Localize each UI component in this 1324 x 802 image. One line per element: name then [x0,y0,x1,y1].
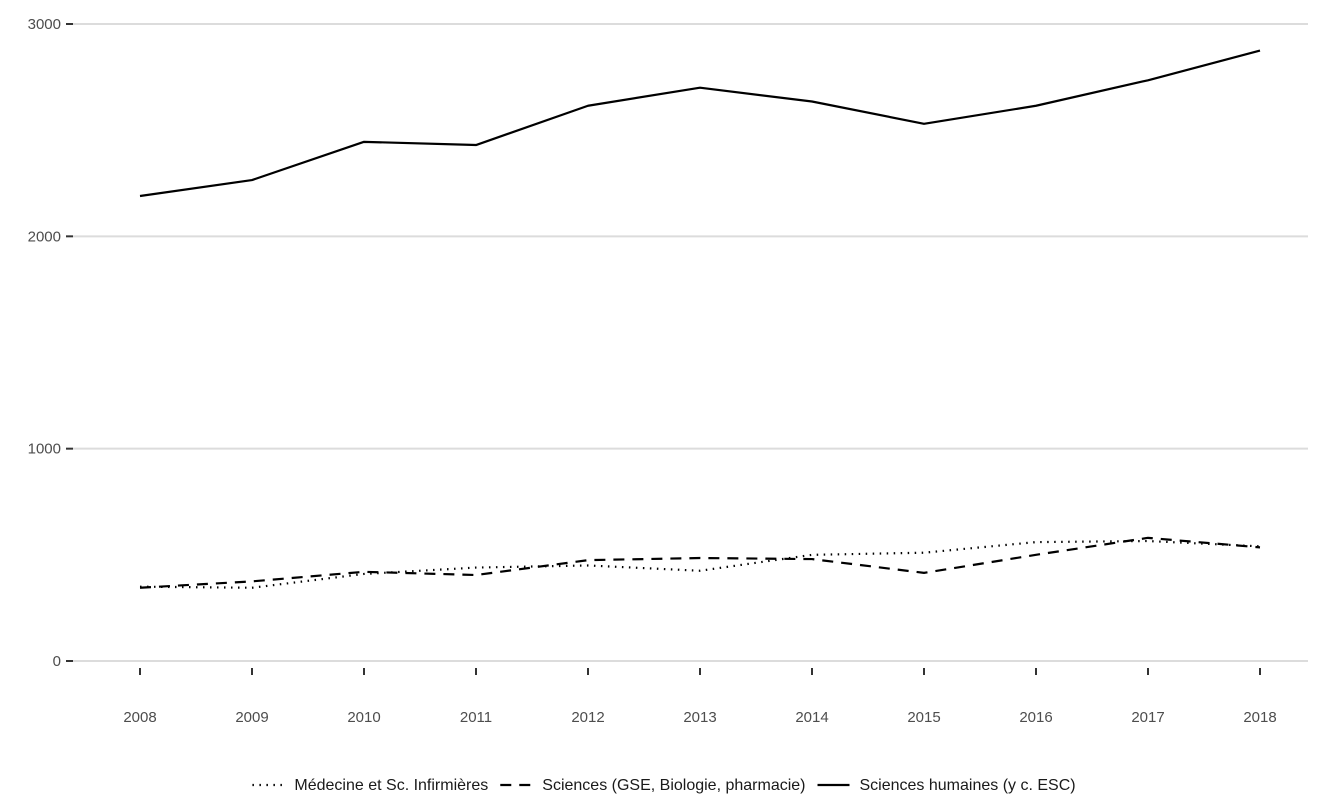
x-tick-label: 2013 [683,709,716,726]
series-line-dashed [139,536,1261,589]
x-tick-label: 2010 [347,709,380,726]
y-tick-label: 2000 [28,228,61,245]
x-tick-label: 2017 [1131,709,1164,726]
legend-label: Médecine et Sc. Infirmières [294,777,488,794]
legend-item: Sciences (GSE, Biologie, pharmacie) [500,777,806,794]
series-lines [139,49,1261,589]
x-tick-label: 2012 [571,709,604,726]
x-tick-label: 2018 [1243,709,1276,726]
x-tick-label: 2011 [460,709,492,726]
legend-item: Sciences humaines (y c. ESC) [817,777,1076,794]
x-tick-label: 2014 [795,709,828,726]
data-point [250,579,254,583]
x-tick-label: 2016 [1019,709,1052,726]
x-tick-label: 2015 [907,709,940,726]
legend: Médecine et Sc. Infirmières Sciences (GSE… [252,777,1076,794]
y-tick-label: 1000 [28,441,61,458]
series-line-solid [139,49,1261,198]
legend-item: Médecine et Sc. Infirmières [252,777,488,794]
series-line-dotted [139,539,1261,589]
y-axis: 0 1000 2000 3000 [28,16,73,670]
x-axis: 2008 2009 2010 2011 2012 2013 2014 2015 2016 2017… [123,668,1277,726]
grid-lines [73,23,1308,662]
y-tick-label: 0 [53,653,61,670]
x-tick-label: 2008 [123,709,156,726]
data-point [474,573,478,577]
legend-label: Sciences humaines (y c. ESC) [860,777,1076,794]
y-tick-label: 3000 [28,16,61,33]
x-tick-label: 2009 [235,709,268,726]
data-point [586,558,590,562]
legend-label: Sciences (GSE, Biologie, pharmacie) [542,777,805,794]
